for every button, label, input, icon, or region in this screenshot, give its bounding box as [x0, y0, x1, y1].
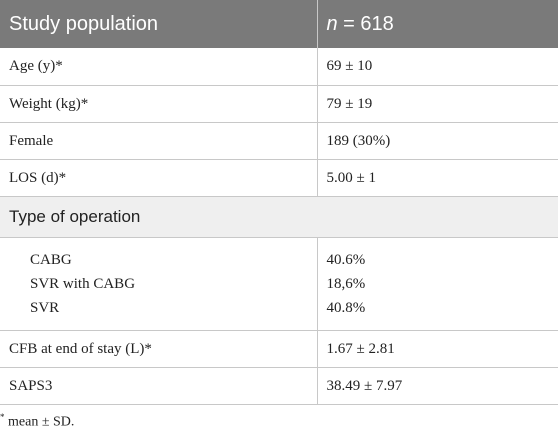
row-value: 189 (30%) — [317, 123, 558, 160]
operation-value-cabg: 40.6% — [327, 248, 558, 272]
row-label: SAPS3 — [0, 368, 317, 405]
table-row-los: LOS (d)* 5.00 ± 1 — [0, 160, 558, 197]
row-label: LOS (d)* — [0, 160, 317, 197]
operation-values-cell: 40.6% 18,6% 40.8% — [317, 238, 558, 331]
section-row-type-of-operation: Type of operation — [0, 197, 558, 238]
row-label: Female — [0, 123, 317, 160]
operation-labels-cell: CABG SVR with CABG SVR — [0, 238, 317, 331]
operation-value-svr: 40.8% — [327, 296, 558, 320]
row-value: 38.49 ± 7.97 — [317, 368, 558, 405]
row-label: Age (y)* — [0, 48, 317, 86]
row-label: CFB at end of stay (L)* — [0, 331, 317, 368]
row-value: 1.67 ± 2.81 — [317, 331, 558, 368]
row-label: Weight (kg)* — [0, 86, 317, 123]
study-population-table-container: Study population n = 618 Age (y)* 69 ± 1… — [0, 0, 558, 405]
section-title: Type of operation — [0, 197, 558, 238]
table-row-female: Female 189 (30%) — [0, 123, 558, 160]
table-row-cfb: CFB at end of stay (L)* 1.67 ± 2.81 — [0, 331, 558, 368]
table-row-weight: Weight (kg)* 79 ± 19 — [0, 86, 558, 123]
table-row-saps3: SAPS3 38.49 ± 7.97 — [0, 368, 558, 405]
header-study-population: Study population — [0, 0, 317, 48]
table-header-row: Study population n = 618 — [0, 0, 558, 48]
row-value: 5.00 ± 1 — [317, 160, 558, 197]
operation-label-cabg: CABG — [30, 248, 317, 272]
table-row-age: Age (y)* 69 ± 10 — [0, 48, 558, 86]
operation-label-svr: SVR — [30, 296, 317, 320]
table-row-operations: CABG SVR with CABG SVR 40.6% 18,6% 40.8% — [0, 238, 558, 331]
row-value: 79 ± 19 — [317, 86, 558, 123]
operation-label-svr-with-cabg: SVR with CABG — [30, 272, 317, 296]
header-sample-size: n = 618 — [317, 0, 558, 48]
table-footnote: * mean ± SD. — [0, 412, 74, 431]
row-value: 69 ± 10 — [317, 48, 558, 86]
operation-value-svr-with-cabg: 18,6% — [327, 272, 558, 296]
footnote-text: mean ± SD. — [5, 415, 75, 430]
study-population-table: Study population n = 618 Age (y)* 69 ± 1… — [0, 0, 558, 405]
header-n-symbol: n — [327, 13, 338, 35]
header-n-value: = 618 — [338, 13, 394, 35]
